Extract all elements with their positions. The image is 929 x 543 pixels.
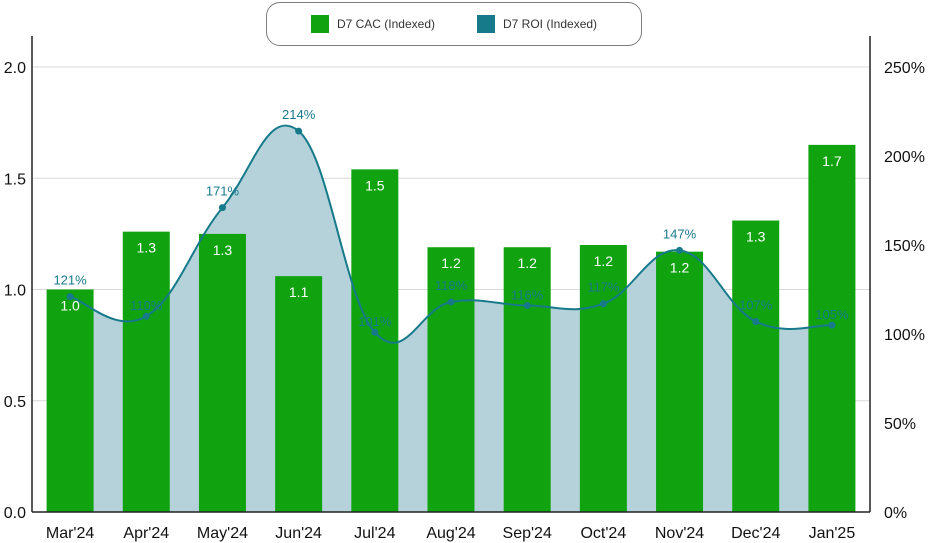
legend-swatch-cac — [310, 15, 329, 33]
cac-bar[interactable] — [732, 220, 780, 512]
roi-point[interactable] — [371, 328, 379, 336]
cac-bar[interactable] — [46, 289, 94, 513]
roi-point[interactable] — [66, 293, 74, 301]
roi-data-label: 171% — [206, 184, 240, 199]
y-left-tick-label: 0.0 — [4, 505, 26, 522]
roi-data-label: 214% — [282, 107, 316, 122]
cac-data-label: 1.2 — [670, 260, 690, 276]
x-tick-label: Aug'24 — [426, 525, 475, 542]
cac-data-label: 1.3 — [213, 242, 233, 258]
roi-data-label: 105% — [815, 307, 849, 322]
x-tick-label: Nov'24 — [655, 525, 704, 542]
x-tick-label: Jun'24 — [275, 525, 322, 542]
cac-bar[interactable] — [351, 169, 399, 512]
cac-bar[interactable] — [656, 251, 704, 513]
y-right-tick-label: 250% — [884, 60, 925, 77]
roi-point[interactable] — [295, 127, 303, 135]
roi-point[interactable] — [447, 298, 455, 306]
roi-point[interactable] — [828, 321, 836, 329]
roi-data-label: 117% — [587, 280, 620, 295]
cac-data-label: 1.0 — [60, 298, 80, 314]
x-tick-label: Apr'24 — [123, 525, 169, 542]
cac-data-label: 1.7 — [822, 153, 842, 169]
cac-bar[interactable] — [122, 231, 170, 512]
legend-label-roi: D7 ROI (Indexed) — [503, 17, 598, 31]
roi-data-label: 110% — [130, 298, 163, 313]
cac-data-label: 1.2 — [441, 255, 461, 271]
roi-point[interactable] — [752, 318, 760, 326]
y-right-tick-label: 100% — [884, 327, 925, 344]
x-tick-label: May'24 — [197, 525, 248, 542]
y-right-tick-label: 150% — [884, 238, 925, 255]
y-left-tick-label: 1.5 — [4, 171, 26, 188]
roi-point[interactable] — [218, 204, 226, 212]
cac-bar[interactable] — [427, 247, 475, 512]
x-tick-label: Jul'24 — [354, 525, 395, 542]
cac-data-label: 1.1 — [289, 284, 309, 300]
cac-bar[interactable] — [579, 245, 627, 512]
x-tick-label: Jan'25 — [809, 525, 856, 542]
cac-data-label: 1.5 — [365, 177, 385, 193]
roi-points — [66, 127, 836, 336]
legend-label-cac: D7 CAC (Indexed) — [336, 17, 435, 31]
roi-point[interactable] — [142, 312, 150, 320]
roi-point[interactable] — [599, 300, 607, 308]
roi-point[interactable] — [523, 302, 531, 310]
roi-line — [69, 124, 832, 344]
cac-bar[interactable] — [198, 233, 246, 512]
cac-bar[interactable] — [275, 276, 323, 512]
x-tick-label: Sep'24 — [503, 525, 552, 542]
roi-data-label: 116% — [511, 288, 544, 303]
x-tick-label: Mar'24 — [46, 525, 95, 542]
roi-point[interactable] — [676, 246, 684, 254]
cac-bars — [46, 144, 856, 513]
roi-data-label: 107% — [739, 298, 773, 313]
roi-data-label: 101% — [358, 314, 392, 329]
legend-swatch-roi — [477, 15, 495, 33]
legend: D7 CAC (Indexed) D7 ROI (Indexed) — [266, 2, 642, 46]
cac-data-label: 1.2 — [594, 253, 614, 269]
roi-data-label: 147% — [663, 226, 697, 241]
roi-data-label: 118% — [435, 278, 468, 293]
y-left-tick-label: 1.0 — [4, 283, 26, 300]
y-right-tick-label: 0% — [884, 505, 907, 522]
cac-data-label: 1.2 — [517, 255, 537, 271]
legend-item-roi[interactable]: D7 ROI (Indexed) — [477, 15, 597, 33]
y-right-tick-label: 200% — [884, 149, 925, 166]
y-left-tick-label: 0.5 — [4, 394, 26, 411]
cac-data-label: 1.3 — [746, 229, 766, 245]
cac-bar[interactable] — [503, 247, 551, 512]
legend-item-cac[interactable]: D7 CAC (Indexed) — [310, 15, 435, 33]
y-left-tick-label: 2.0 — [4, 60, 26, 77]
x-tick-label: Oct'24 — [580, 525, 626, 542]
roi-data-label: 121% — [53, 273, 87, 288]
x-tick-label: Dec'24 — [731, 525, 780, 542]
y-right-tick-label: 50% — [884, 416, 916, 433]
cac-data-label: 1.3 — [137, 240, 157, 256]
